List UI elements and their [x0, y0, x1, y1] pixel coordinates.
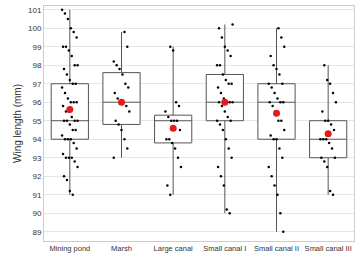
svg-text:Wing length (mm): Wing length (mm) — [12, 84, 23, 163]
svg-text:95: 95 — [32, 117, 41, 126]
svg-text:Marsh: Marsh — [111, 244, 132, 253]
svg-text:92: 92 — [32, 172, 41, 181]
svg-text:99: 99 — [32, 43, 41, 52]
svg-text:Mining pond: Mining pond — [49, 244, 90, 253]
svg-text:Small canal I: Small canal I — [203, 244, 246, 253]
svg-text:101: 101 — [28, 6, 42, 15]
svg-text:94: 94 — [32, 135, 41, 144]
svg-text:97: 97 — [32, 80, 41, 89]
svg-text:Large canal: Large canal — [154, 244, 194, 253]
svg-text:91: 91 — [32, 191, 41, 200]
svg-text:89: 89 — [32, 228, 41, 237]
svg-text:Small canal II: Small canal II — [254, 244, 299, 253]
svg-text:93: 93 — [32, 154, 41, 163]
svg-text:96: 96 — [32, 98, 41, 107]
svg-text:Small canal III: Small canal III — [305, 244, 352, 253]
svg-text:90: 90 — [32, 209, 41, 218]
svg-text:98: 98 — [32, 61, 41, 70]
svg-text:100: 100 — [28, 24, 42, 33]
